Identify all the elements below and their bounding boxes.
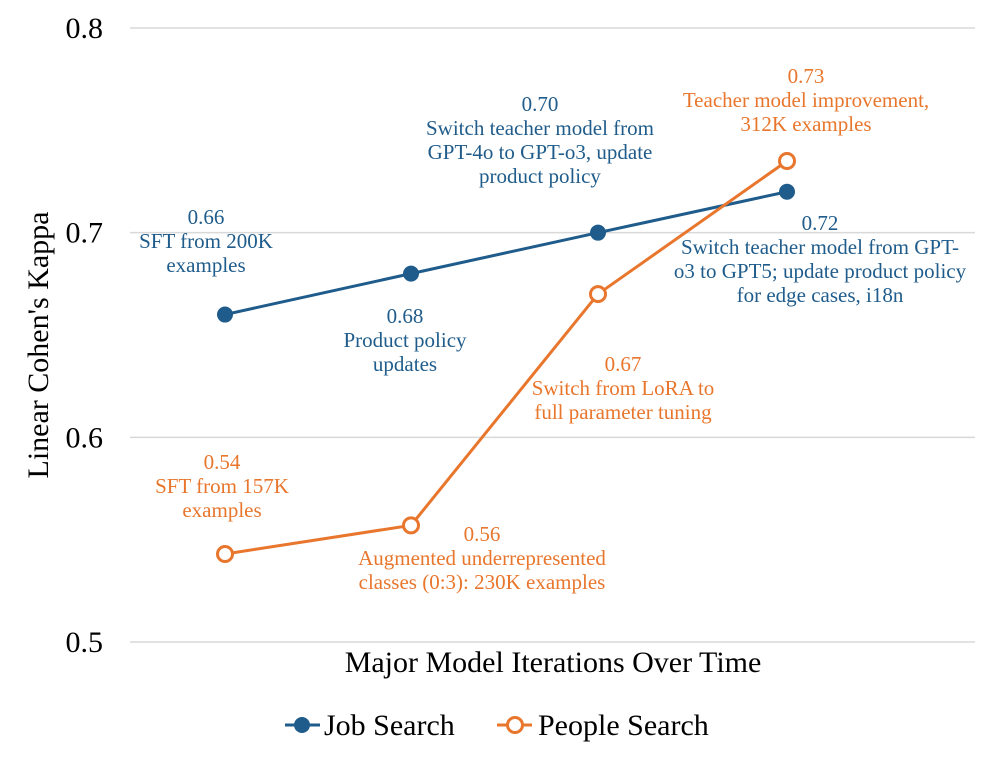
annotation-text: updates [373,352,437,376]
data-label: 0.66 [188,205,225,229]
data-label: 0.67 [605,352,642,376]
y-tick-label: 0.7 [66,217,104,250]
legend-item-job-search: Job Search [285,709,455,742]
annotation-text: examples [182,498,261,522]
series [216,152,796,563]
y-axis-title: Linear Cohen's Kappa [22,212,55,479]
annotation-text: GPT-4o to GPT-o3, update [428,140,653,164]
annotation-text: Switch teacher model from GPT- [681,235,959,259]
data-label: 0.56 [464,522,501,546]
data-point-people-search [778,152,796,171]
y-tick-label: 0.6 [66,421,104,454]
data-label: 0.73 [788,64,825,88]
gridlines [130,27,975,643]
annotation-text: SFT from 200K [139,229,273,253]
annotation-text: Product policy [343,328,467,352]
data-label: 0.68 [387,304,424,328]
legend: Job Search People Search [285,709,709,742]
data-point-job-search [403,265,419,282]
x-axis-title: Major Model Iterations Over Time [345,646,762,679]
data-point-people-search [402,516,420,535]
legend-marker-job-search [294,717,310,733]
data-point-people-search [216,544,234,563]
annotation-text: o3 to GPT5; update product policy [674,259,967,283]
annotation-text: Teacher model improvement, [683,88,929,112]
legend-label-job-search: Job Search [324,709,455,742]
annotation-text: for edge cases, i18n [737,283,904,307]
annotation-text: full parameter tuning [534,400,712,424]
data-label: 0.70 [522,92,559,116]
series-line-people-search [224,159,788,556]
data-point-job-search [217,306,233,323]
annotation-text: product policy [479,164,601,188]
data-point-people-search [589,285,607,304]
legend-item-people-search: People Search [497,709,709,742]
data-point-job-search [779,183,795,200]
series-line-job-search [224,190,788,316]
annotation-text: 312K examples [740,112,871,136]
y-tick-label: 0.8 [66,12,104,45]
y-tick-labels: 0.5 0.6 0.7 0.8 [66,12,104,659]
data-label: 0.72 [802,211,839,235]
annotation-text: Switch teacher model from [426,116,654,140]
y-tick-label: 0.5 [66,626,104,659]
data-label: 0.54 [204,450,241,474]
annotation-text: Augmented underrepresented [358,546,606,570]
annotation-text: Switch from LoRA to [532,376,715,400]
annotation-text: classes (0:3): 230K examples [359,570,606,594]
annotation-text: examples [166,253,245,277]
data-point-job-search [590,224,606,241]
legend-marker-people-search [506,716,524,734]
legend-label-people-search: People Search [538,709,709,742]
annotation-text: SFT from 157K [155,474,289,498]
